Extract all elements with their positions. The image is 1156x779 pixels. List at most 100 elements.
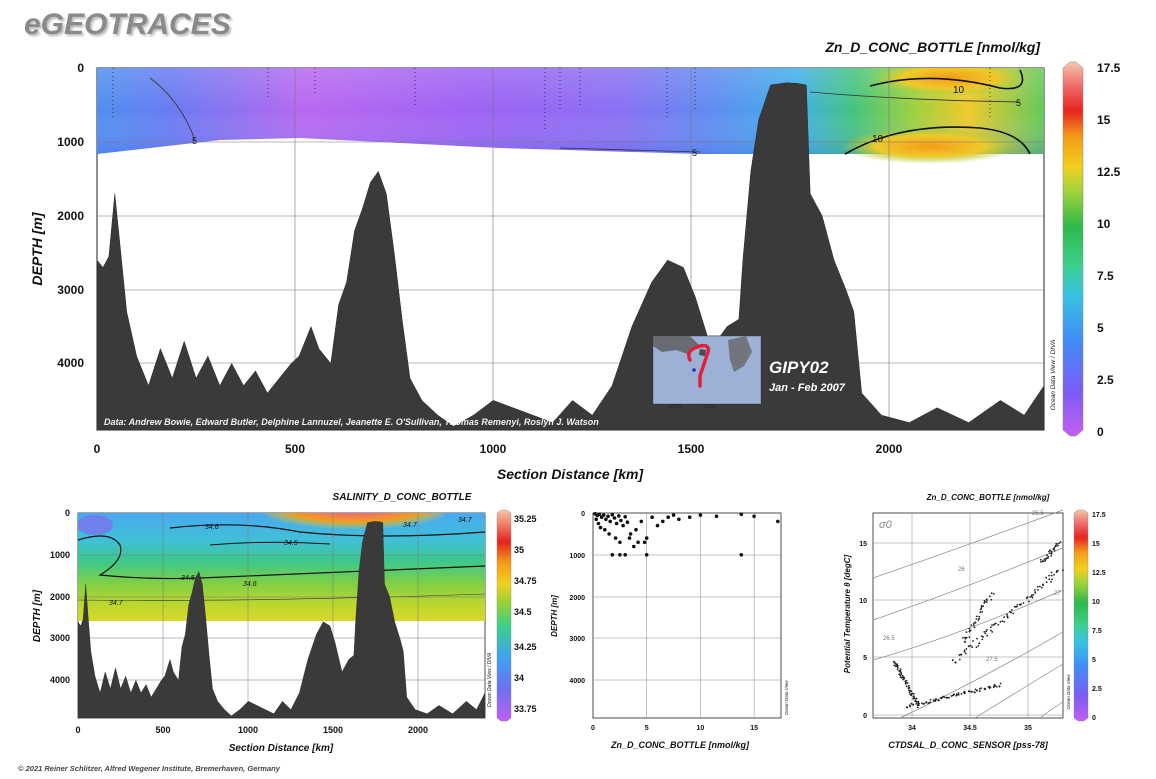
zn-data-point: [621, 523, 625, 528]
ts-data-point: [940, 697, 943, 700]
sal-contour-label: 34.5: [284, 540, 298, 547]
ts-data-point: [1028, 600, 1030, 603]
zn-data-point: [632, 544, 636, 549]
zn-data-point: [698, 513, 703, 517]
ts-data-point: [1048, 578, 1051, 581]
sal-contour-label: 34.7: [458, 517, 473, 524]
zn-data-point: [628, 532, 633, 536]
sal-title: SALINITY_D_CONC_BOTTLE: [333, 492, 472, 503]
ts-data-point: [1031, 596, 1034, 599]
ts-data-point: [905, 679, 908, 682]
ts-data-point: [986, 634, 988, 637]
ts-data-point: [929, 701, 931, 704]
main-ytick: 4000: [57, 356, 84, 370]
ts-data-point: [910, 693, 913, 695]
ts-data-point: [932, 699, 935, 701]
ts-data-point: [906, 682, 909, 684]
ts-data-point: [894, 665, 897, 668]
ts-data-point: [1048, 550, 1050, 553]
zn-data-point: [739, 512, 744, 517]
ts-data-point: [984, 687, 986, 690]
ts-data-point: [992, 685, 995, 688]
sal-cbar-tick: 33.75: [514, 704, 537, 714]
zn-data-point: [623, 553, 627, 557]
ts-data-point: [913, 692, 915, 695]
ts-data-point: [1040, 561, 1042, 563]
ts-data-point: [964, 637, 967, 640]
main-cbar-tick: 17.5: [1097, 61, 1121, 75]
main-ytick: 0: [77, 61, 84, 75]
ts-data-point: [983, 631, 986, 633]
ts-data-point: [938, 699, 940, 702]
ts-data-point: [977, 619, 980, 621]
ts-data-point: [922, 703, 925, 705]
ts-data-point: [1037, 589, 1039, 591]
ts-data-point: [910, 702, 913, 705]
ts-data-point: [1062, 569, 1064, 572]
brand-logo: eGEOTRACES: [24, 8, 231, 41]
ts-data-point: [1055, 543, 1057, 545]
ts-data-point: [995, 686, 998, 688]
ts-data-point: [965, 648, 968, 650]
ts-data-point: [953, 693, 955, 696]
ts-data-point: [912, 704, 915, 706]
sal-cbar-tick: 34.5: [514, 607, 532, 617]
main-side-label: Ocean Data View / DIVA: [1050, 340, 1057, 411]
zn-data-point: [671, 513, 676, 517]
ts-data-point: [905, 681, 907, 684]
bathymetry: [97, 82, 1044, 430]
ts-data-point: [1006, 616, 1009, 619]
svg-text:10: 10: [953, 85, 965, 96]
main-cbar-tick: 12.5: [1097, 165, 1121, 179]
main-xtick: 500: [285, 442, 305, 456]
svg-text:10: 10: [872, 134, 884, 145]
sal-xtick: 1500: [323, 725, 343, 735]
sal-cbar-tick: 35: [514, 545, 524, 555]
zn-data-point: [627, 536, 632, 540]
zn-data-point: [666, 515, 670, 519]
ts-data-point: [964, 652, 967, 655]
ts-data-point: [969, 644, 972, 647]
ts-data-point: [916, 706, 919, 709]
zn-data-point: [644, 536, 649, 540]
ts-data-point: [1040, 558, 1042, 561]
ts-data-point: [900, 672, 902, 674]
zn-data-point: [612, 516, 617, 520]
ts-ytick: 0: [863, 713, 867, 720]
ts-data-point: [915, 703, 918, 705]
zn-ytick: 1000: [569, 553, 585, 560]
zn-data-point: [618, 540, 622, 545]
ts-data-point: [1050, 550, 1053, 553]
ts-data-point: [980, 635, 983, 637]
sal-cbar-tick: 34: [514, 673, 524, 683]
svg-text:5: 5: [192, 136, 197, 146]
zn-data-point: [607, 532, 611, 536]
ts-data-point: [985, 601, 988, 603]
ts-data-point: [978, 617, 981, 620]
ts-xlabel: CTDSAL_D_CONC_SENSOR [pss-78]: [888, 740, 1049, 750]
zn-data-point: [644, 553, 649, 557]
ts-data-point: [962, 637, 964, 639]
ts-data-point: [1003, 616, 1005, 619]
ts-data-point: [892, 660, 895, 663]
ts-data-point: [964, 692, 966, 695]
ts-data-point: [1016, 604, 1019, 606]
ts-ylabel: Potential Temperature θ [degC]: [843, 554, 852, 673]
ts-data-point: [1045, 581, 1048, 584]
zn-ylabel: DEPTH [m]: [550, 595, 559, 637]
zn-data-point: [642, 540, 647, 545]
zn-data-point: [687, 515, 692, 519]
ts-data-point: [901, 674, 904, 677]
zn-xtick: 15: [750, 725, 758, 732]
ts-data-point: [986, 629, 988, 631]
zn-xlabel: Zn_D_CONC_BOTTLE [nmol/kg]: [610, 740, 750, 750]
ts-cbar-tick: 12.5: [1092, 570, 1106, 577]
ts-data-point: [1049, 549, 1051, 552]
ts-data-point: [908, 691, 911, 693]
zn-xtick: 0: [591, 725, 595, 732]
ts-cbar-tick: 15: [1092, 541, 1100, 548]
ts-data-point: [909, 693, 911, 696]
inset-cruise: GIPY02: [769, 358, 829, 377]
ts-data-point: [908, 689, 910, 692]
